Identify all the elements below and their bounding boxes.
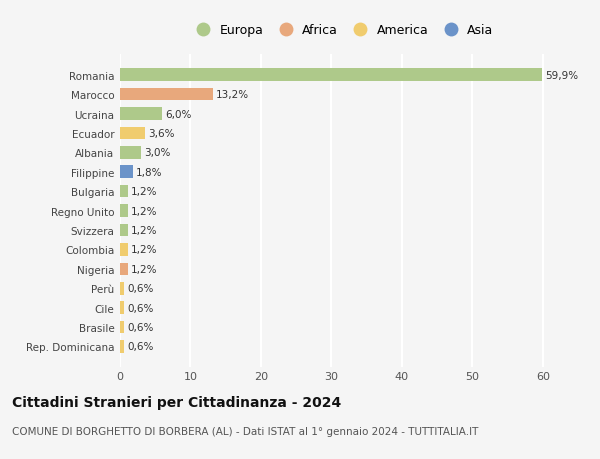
Text: 0,6%: 0,6% (127, 322, 154, 332)
Text: 1,2%: 1,2% (131, 264, 158, 274)
Bar (120, 185, 128, 198)
Text: 6,0%: 6,0% (165, 109, 191, 119)
Bar (120, 282, 124, 295)
Bar (120, 89, 213, 101)
Bar (120, 127, 145, 140)
Bar (120, 263, 128, 275)
Text: 0,6%: 0,6% (127, 303, 154, 313)
Text: Cittadini Stranieri per Cittadinanza - 2024: Cittadini Stranieri per Cittadinanza - 2… (12, 395, 341, 409)
Legend: Europa, Africa, America, Asia: Europa, Africa, America, Asia (191, 24, 493, 37)
Bar (120, 302, 124, 314)
Bar (120, 341, 124, 353)
Text: 1,8%: 1,8% (136, 168, 162, 177)
Bar (120, 224, 128, 237)
Text: 3,0%: 3,0% (144, 148, 170, 158)
Text: 3,6%: 3,6% (148, 129, 175, 139)
Text: 0,6%: 0,6% (127, 342, 154, 352)
Text: 1,2%: 1,2% (131, 245, 158, 255)
Bar (120, 147, 141, 159)
Bar (120, 321, 124, 334)
Text: 1,2%: 1,2% (131, 206, 158, 216)
Text: COMUNE DI BORGHETTO DI BORBERA (AL) - Dati ISTAT al 1° gennaio 2024 - TUTTITALIA: COMUNE DI BORGHETTO DI BORBERA (AL) - Da… (12, 426, 478, 436)
Text: 1,2%: 1,2% (131, 225, 158, 235)
Bar (120, 205, 128, 218)
Text: 0,6%: 0,6% (127, 284, 154, 294)
Bar (120, 69, 542, 82)
Text: 1,2%: 1,2% (131, 187, 158, 197)
Bar (120, 166, 133, 179)
Text: 59,9%: 59,9% (545, 71, 578, 80)
Bar (120, 108, 162, 121)
Text: 13,2%: 13,2% (216, 90, 249, 100)
Bar (120, 244, 128, 256)
